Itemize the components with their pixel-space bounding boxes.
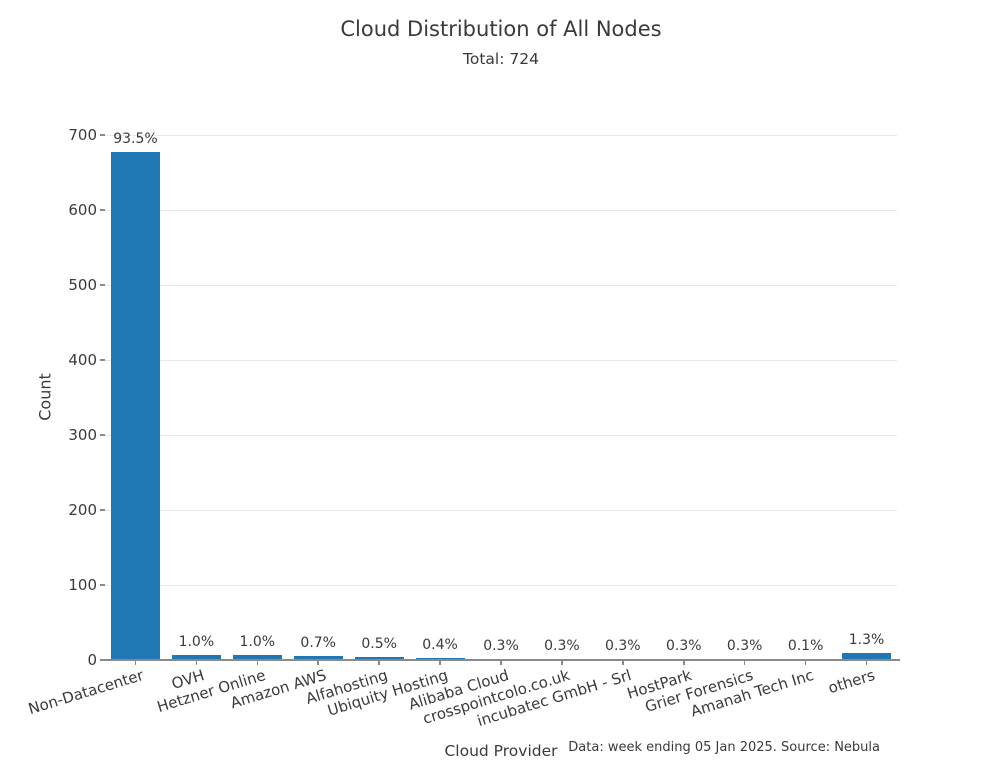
chart-subtitle: Total: 724 — [463, 50, 539, 68]
x-tick-mark — [743, 661, 746, 665]
x-tick-mark — [134, 661, 137, 665]
chart-title: Cloud Distribution of All Nodes — [340, 17, 662, 41]
bar-value-label: 0.4% — [422, 636, 458, 653]
x-tick-mark — [500, 661, 502, 665]
x-axis-line — [104, 659, 900, 661]
gridline-300 — [105, 435, 897, 436]
x-tick-mark — [195, 661, 198, 665]
y-tick-label-700: 700 — [68, 126, 97, 144]
bar-ubiquity-hosting — [415, 657, 465, 660]
bar-value-label: 1.0% — [178, 633, 215, 650]
bar-value-label: 0.3% — [665, 637, 702, 654]
plot-area: 93.5% 1.0% 1.0% 0.7% 0.5% 0.4% 0.3% 0.3% 0.3% 0.3… — [105, 131, 897, 660]
bar-hetzner-online — [232, 654, 282, 660]
bar-value-label: 0.5% — [361, 636, 397, 652]
y-tick-mark-200 — [100, 509, 105, 511]
y-tick-mark-100 — [100, 584, 105, 586]
gridline-500 — [105, 285, 897, 286]
y-tick-label-500: 500 — [68, 276, 97, 294]
y-tick-mark-300 — [100, 434, 105, 436]
y-tick-label-0: 0 — [87, 651, 97, 669]
x-tick-mark — [439, 661, 441, 665]
gridline-400 — [105, 360, 897, 361]
source-footnote: Data: week ending 05 Jan 2025. Source: N… — [568, 740, 880, 755]
bar-alfahosting — [354, 657, 404, 660]
y-tick-label-300: 300 — [68, 426, 97, 444]
y-tick-label-200: 200 — [68, 501, 97, 519]
gridline-600 — [105, 210, 897, 211]
bar-others — [842, 653, 892, 660]
y-tick-label-400: 400 — [68, 351, 97, 369]
y-tick-mark-500 — [100, 284, 105, 286]
bar-value-label: 0.3% — [605, 637, 641, 654]
x-tick-mark — [378, 661, 380, 665]
bar-value-label: 1.3% — [848, 632, 885, 649]
bar-value-label: 0.1% — [787, 638, 824, 655]
x-tick-mark — [804, 661, 807, 665]
y-tick-label-100: 100 — [68, 576, 97, 594]
gridline-100 — [105, 585, 897, 586]
x-tick-label-0: Non-Datacenter — [26, 666, 146, 719]
y-tick-mark-400 — [100, 359, 105, 361]
bar-value-label: 0.3% — [483, 637, 519, 654]
bar-value-label: 1.0% — [239, 633, 276, 650]
x-tick-label-12: others — [825, 666, 877, 698]
x-tick-mark — [561, 661, 563, 665]
y-tick-mark-0 — [100, 659, 105, 661]
x-tick-mark — [683, 661, 685, 665]
x-axis-label: Cloud Provider — [444, 742, 558, 760]
bar-ovh — [171, 654, 221, 660]
bar-value-label: 0.3% — [726, 637, 763, 654]
x-tick-mark — [317, 661, 319, 665]
bar-value-label: 93.5% — [113, 131, 158, 148]
y-tick-label-600: 600 — [68, 201, 97, 219]
bar-amazon-aws — [293, 656, 343, 660]
gridline-200 — [105, 510, 897, 511]
x-tick-mark — [865, 661, 868, 665]
bar-value-label: 0.7% — [300, 635, 336, 652]
y-tick-mark-700 — [100, 134, 105, 136]
bar-non-datacenter — [110, 152, 160, 660]
bar-value-label: 0.3% — [544, 637, 580, 654]
y-tick-mark-600 — [100, 209, 105, 211]
gridline-700 — [105, 135, 897, 136]
x-tick-mark — [256, 661, 259, 665]
x-tick-mark — [622, 661, 624, 665]
y-axis-label: Count — [35, 373, 55, 421]
